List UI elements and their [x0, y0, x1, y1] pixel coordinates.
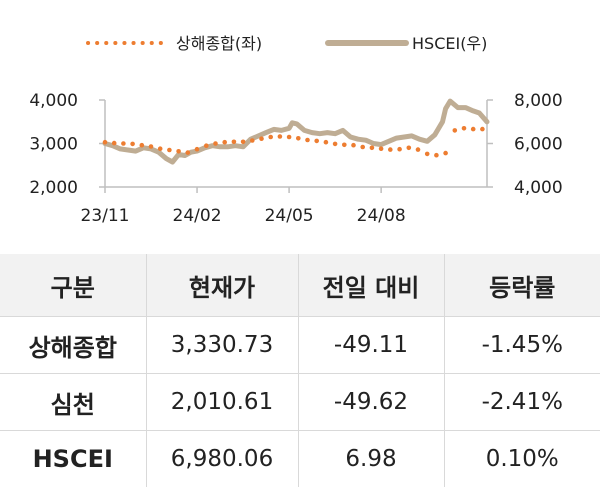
data-point-shanghai [130, 142, 135, 147]
data-point-shanghai [268, 135, 273, 140]
data-point-shanghai [407, 146, 412, 151]
data-point-shanghai [296, 136, 301, 141]
x-tick-label: 24/08 [357, 206, 406, 226]
pct-cell: -1.45% [444, 317, 600, 374]
data-point-shanghai [471, 127, 476, 132]
data-point-shanghai [342, 143, 347, 148]
table-row: 심천 2,010.61 -49.62 -2.41% [0, 374, 600, 431]
chart-legend: 상해종합(좌) HSCEI(우) [88, 34, 487, 53]
data-point-shanghai [195, 147, 200, 152]
data-point-shanghai [112, 141, 117, 146]
pct-cell: 0.10% [444, 431, 600, 487]
change-cell: 6.98 [298, 431, 444, 487]
data-point-shanghai [305, 138, 310, 143]
y-left-tick-label: 4,000 [29, 91, 78, 111]
data-point-shanghai [176, 149, 181, 154]
legend-label-shanghai: 상해종합(좌) [176, 34, 262, 53]
data-point-shanghai [434, 153, 439, 158]
x-tick-label: 23/11 [81, 206, 130, 226]
data-point-shanghai [222, 140, 227, 145]
chart-ticks: 2,000 3,000 4,000 4,000 6,000 8,000 23/11 24/02… [29, 91, 562, 226]
column-header-category: 구분 [0, 254, 146, 317]
y-right-tick-label: 8,000 [514, 91, 563, 111]
y-left-tick-label: 3,000 [29, 135, 78, 155]
data-point-shanghai [351, 143, 356, 148]
data-point-shanghai [103, 140, 108, 145]
data-point-shanghai [462, 126, 467, 131]
data-point-shanghai [149, 144, 154, 149]
data-point-shanghai [158, 146, 163, 151]
table-row: 상해종합 3,330.73 -49.11 -1.45% [0, 317, 600, 374]
table-header-row: 구분 현재가 전일 대비 등락률 [0, 254, 600, 317]
data-point-shanghai [360, 145, 365, 150]
column-header-price: 현재가 [146, 254, 298, 317]
data-point-shanghai [416, 147, 421, 152]
data-point-shanghai [241, 140, 246, 145]
y-left-tick-label: 2,000 [29, 178, 78, 198]
data-point-shanghai [379, 146, 384, 151]
data-point-shanghai [388, 147, 393, 152]
chart-series [103, 101, 487, 162]
data-point-shanghai [397, 147, 402, 152]
price-cell: 6,980.06 [146, 431, 298, 487]
price-cell: 2,010.61 [146, 374, 298, 431]
x-tick-label: 24/02 [173, 206, 222, 226]
chart-axes [105, 100, 487, 187]
data-point-shanghai [324, 140, 329, 145]
row-label: 상해종합 [0, 317, 146, 374]
column-header-change: 전일 대비 [298, 254, 444, 317]
data-point-shanghai [443, 151, 448, 156]
data-point-shanghai [140, 143, 145, 148]
data-point-shanghai [370, 146, 375, 151]
pct-cell: -2.41% [444, 374, 600, 431]
data-point-shanghai [425, 152, 430, 157]
data-point-shanghai [204, 143, 209, 148]
data-point-shanghai [121, 141, 126, 146]
data-point-shanghai [186, 150, 191, 155]
data-point-shanghai [287, 135, 292, 140]
index-line-chart: 상해종합(좌) HSCEI(우) 2,000 3,000 4,000 4,000 6,0… [0, 0, 600, 240]
chart-svg: 상해종합(좌) HSCEI(우) 2,000 3,000 4,000 4,000 6,0… [0, 0, 600, 240]
data-point-shanghai [232, 140, 237, 145]
change-cell: -49.11 [298, 317, 444, 374]
data-point-shanghai [480, 127, 485, 132]
data-point-shanghai [314, 139, 319, 144]
change-cell: -49.62 [298, 374, 444, 431]
data-point-shanghai [278, 134, 283, 139]
table-row: HSCEI 6,980.06 6.98 0.10% [0, 431, 600, 487]
data-point-shanghai [453, 128, 458, 133]
x-tick-label: 24/05 [265, 206, 314, 226]
data-point-shanghai [167, 148, 172, 153]
index-table: 구분 현재가 전일 대비 등락률 상해종합 3,330.73 -49.11 -1… [0, 254, 600, 487]
data-point-shanghai [213, 141, 218, 146]
price-cell: 3,330.73 [146, 317, 298, 374]
data-point-shanghai [250, 138, 255, 143]
column-header-pct: 등락률 [444, 254, 600, 317]
data-point-shanghai [259, 136, 264, 141]
row-label: 심천 [0, 374, 146, 431]
quote-table: 구분 현재가 전일 대비 등락률 상해종합 3,330.73 -49.11 -1… [0, 254, 600, 487]
legend-label-hscei: HSCEI(우) [412, 34, 487, 53]
row-label: HSCEI [0, 431, 146, 487]
y-right-tick-label: 4,000 [514, 178, 563, 198]
data-point-shanghai [333, 142, 338, 147]
y-right-tick-label: 6,000 [514, 135, 563, 155]
series-line-hscei [105, 101, 487, 162]
